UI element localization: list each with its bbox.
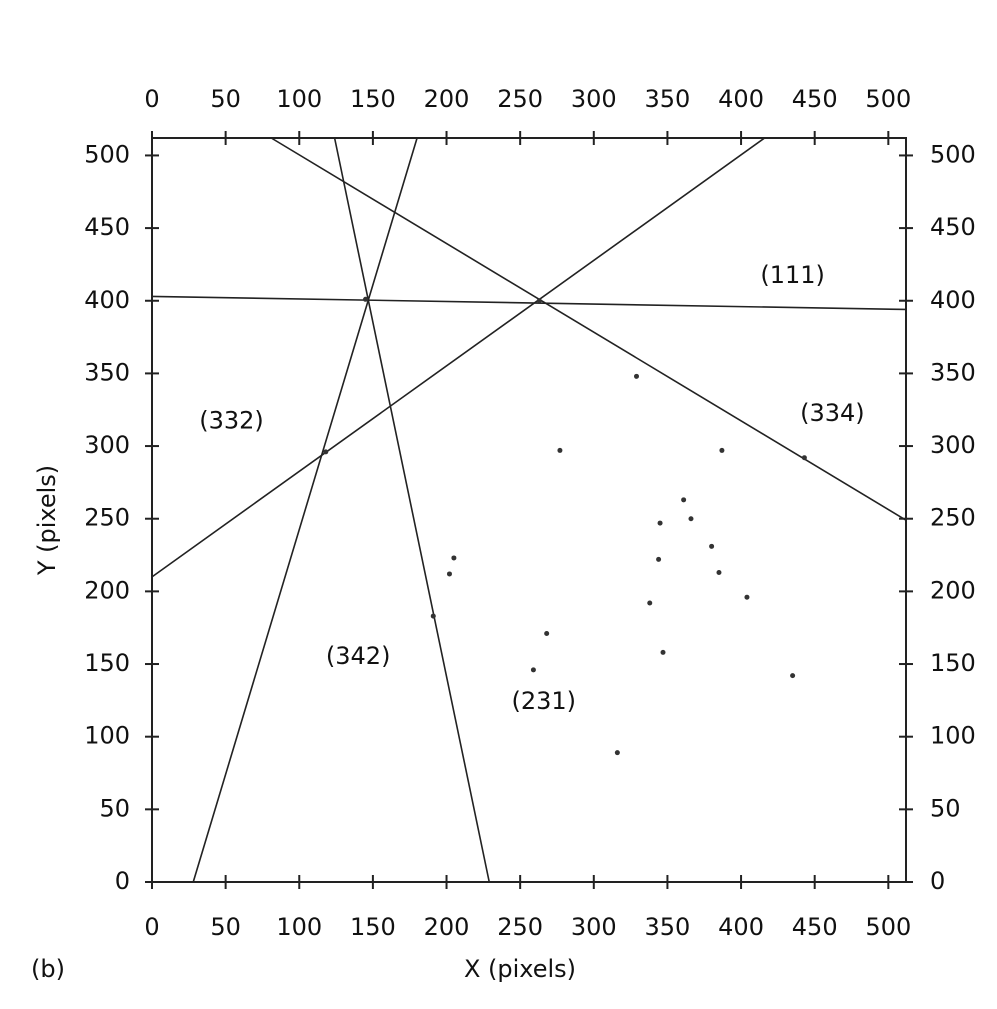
- spot: [716, 569, 722, 575]
- y-tick-label: 250: [84, 504, 130, 532]
- y-tick-label: 400: [930, 286, 976, 314]
- x-tick-label: 50: [210, 85, 241, 113]
- spot: [614, 750, 620, 756]
- x-tick-label: 100: [276, 913, 322, 941]
- y-tick-label: 100: [84, 722, 130, 750]
- x-tick-label: 150: [350, 913, 396, 941]
- spot: [430, 613, 436, 619]
- y-tick-label: 50: [99, 794, 130, 822]
- x-tick-label: 350: [645, 913, 691, 941]
- spot: [790, 673, 796, 679]
- x-tick-label: 300: [571, 85, 617, 113]
- spot: [446, 571, 452, 577]
- spot: [660, 649, 666, 655]
- spot: [634, 373, 640, 379]
- spot: [323, 449, 329, 455]
- annotation: (231): [511, 687, 576, 715]
- x-tick-label: 250: [497, 913, 543, 941]
- y-tick-label: 0: [930, 867, 945, 895]
- y-tick-label: 500: [84, 140, 130, 168]
- x-tick-label: 50: [210, 913, 241, 941]
- diffraction-line: [151, 137, 766, 578]
- x-tick-label: 200: [424, 913, 470, 941]
- annotation: (334): [800, 399, 865, 427]
- y-tick-label: 450: [84, 213, 130, 241]
- spot: [688, 516, 694, 522]
- y-tick-label: 450: [930, 213, 976, 241]
- x-tick-label: 200: [424, 85, 470, 113]
- spot: [363, 296, 369, 302]
- spot: [801, 455, 807, 461]
- annotation: (342): [326, 642, 391, 670]
- y-tick-label: 150: [84, 649, 130, 677]
- x-tick-label: 400: [718, 85, 764, 113]
- x-tick-label: 500: [865, 913, 911, 941]
- spot: [744, 594, 750, 600]
- spot: [557, 447, 563, 453]
- y-tick-label: 0: [115, 867, 130, 895]
- x-tick-label: 150: [350, 85, 396, 113]
- y-tick-label: 200: [84, 576, 130, 604]
- plot-frame: [151, 137, 907, 883]
- y-tick-label: 400: [84, 286, 130, 314]
- annotation: (111): [760, 261, 825, 289]
- spot: [709, 543, 715, 549]
- diffraction-line: [192, 137, 418, 883]
- x-tick-label: 500: [865, 85, 911, 113]
- x-tick-label: 0: [144, 913, 159, 941]
- x-tick-label: 300: [571, 913, 617, 941]
- x-tick-label: 100: [276, 85, 322, 113]
- y-tick-label: 50: [930, 794, 961, 822]
- x-tick-label: 450: [792, 85, 838, 113]
- spot: [451, 555, 457, 561]
- spot: [681, 497, 687, 503]
- y-tick-label: 200: [930, 576, 976, 604]
- x-tick-label: 250: [497, 85, 543, 113]
- y-tick-label: 250: [930, 504, 976, 532]
- y-axis-label: Y (pixels): [33, 465, 61, 576]
- y-tick-label: 300: [930, 431, 976, 459]
- diffraction-line: [151, 295, 907, 311]
- y-tick-label: 100: [930, 722, 976, 750]
- y-tick-label: 300: [84, 431, 130, 459]
- x-axis-label: X (pixels): [464, 955, 576, 983]
- spot: [536, 298, 542, 304]
- spot: [530, 667, 536, 673]
- diffraction-line: [270, 137, 907, 521]
- spot: [544, 631, 550, 637]
- x-tick-label: 400: [718, 913, 764, 941]
- spot: [719, 447, 725, 453]
- diffraction-line: [333, 137, 491, 883]
- spot: [656, 556, 662, 562]
- x-tick-label: 350: [645, 85, 691, 113]
- y-tick-label: 350: [930, 358, 976, 386]
- panel-label: (b): [31, 955, 65, 983]
- x-tick-label: 450: [792, 913, 838, 941]
- y-tick-label: 150: [930, 649, 976, 677]
- x-tick-label: 0: [144, 85, 159, 113]
- y-tick-label: 500: [930, 140, 976, 168]
- spot: [647, 600, 653, 606]
- annotation: (332): [199, 406, 264, 434]
- y-tick-label: 350: [84, 358, 130, 386]
- spot: [657, 520, 663, 526]
